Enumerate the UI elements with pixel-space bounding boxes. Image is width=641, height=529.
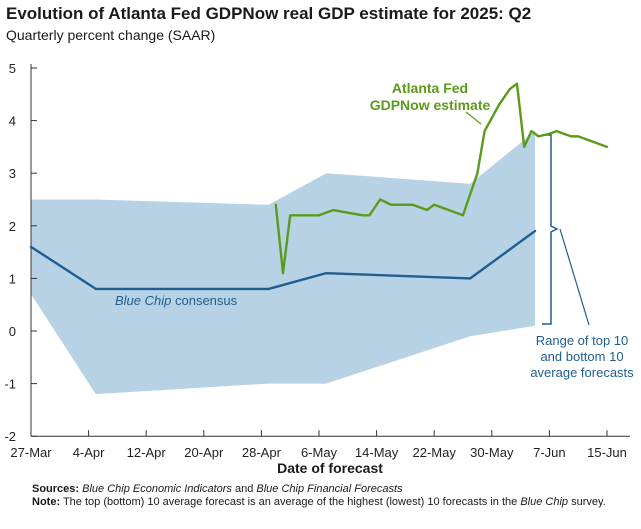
y-tick-label: 0 <box>9 324 16 339</box>
y-tick-label: 3 <box>9 166 16 181</box>
note-text-2: survey. <box>568 496 606 508</box>
atlanta-fed-gdpnow-estimate-line <box>274 82 609 275</box>
bluechip-annotation-italic: Blue Chip <box>115 293 171 308</box>
x-tick-label: 6-May <box>301 445 338 460</box>
chart-subtitle: Quarterly percent change (SAAR) <box>6 27 216 43</box>
bluechip-annotation: Blue Chip consensus <box>115 293 238 308</box>
bluechip-annotation-rest: consensus <box>171 293 237 308</box>
sources-and: and <box>231 483 257 495</box>
range-annotation-line1: Range of top 10 <box>536 333 629 348</box>
sources-italic-2: Blue Chip Financial Forecasts <box>256 483 403 495</box>
gdpnow-annotation-line1: Atlanta Fed <box>392 80 468 96</box>
sources-label: Sources: <box>32 483 80 495</box>
range-annotation-line3: average forecasts <box>530 365 634 380</box>
note-italic: Blue Chip <box>520 496 569 508</box>
blue-chip-consensus-line <box>29 229 537 291</box>
x-axis-title: Date of forecast <box>277 460 383 476</box>
x-tick-label: 12-Apr <box>127 445 167 460</box>
note-text-1: The top (bottom) 10 average forecast is … <box>60 496 521 508</box>
gdpnow-leader-line <box>465 111 482 125</box>
x-tick-label: 15-Jun <box>587 445 627 460</box>
x-tick-label: 30-May <box>470 445 514 460</box>
x-tick-label: 14-May <box>355 445 399 460</box>
x-tick-label: 7-Jun <box>533 445 566 460</box>
x-tick-label: 4-Apr <box>73 445 105 460</box>
chart-footer: Sources: Blue Chip Economic Indicators a… <box>32 483 632 509</box>
x-tick-label: 28-Apr <box>242 445 282 460</box>
note-label: Note: <box>32 496 61 508</box>
gdpnow-annotation-line2: GDPNow estimate <box>370 97 491 113</box>
sources-italic-1: Blue Chip Economic Indicators <box>82 483 232 495</box>
sources-line: Sources: Blue Chip Economic Indicators a… <box>32 483 632 496</box>
range-annotation-line2: and bottom 10 <box>540 349 623 364</box>
y-tick-label: 1 <box>9 271 16 286</box>
note-line: Note: The top (bottom) 10 average foreca… <box>32 496 632 509</box>
chart-title: Evolution of Atlanta Fed GDPNow real GDP… <box>6 4 532 23</box>
x-tick-label: 20-Apr <box>184 445 224 460</box>
y-tick-label: -2 <box>4 429 16 444</box>
y-tick-label: 5 <box>9 61 16 76</box>
x-tick-label: 27-Mar <box>10 445 52 460</box>
range-leader-line <box>559 228 590 326</box>
y-tick-label: 2 <box>9 219 16 234</box>
y-tick-label: 4 <box>9 114 16 129</box>
x-tick-label: 22-May <box>413 445 457 460</box>
range-bracket <box>542 134 559 325</box>
y-tick-label: -1 <box>4 377 16 392</box>
